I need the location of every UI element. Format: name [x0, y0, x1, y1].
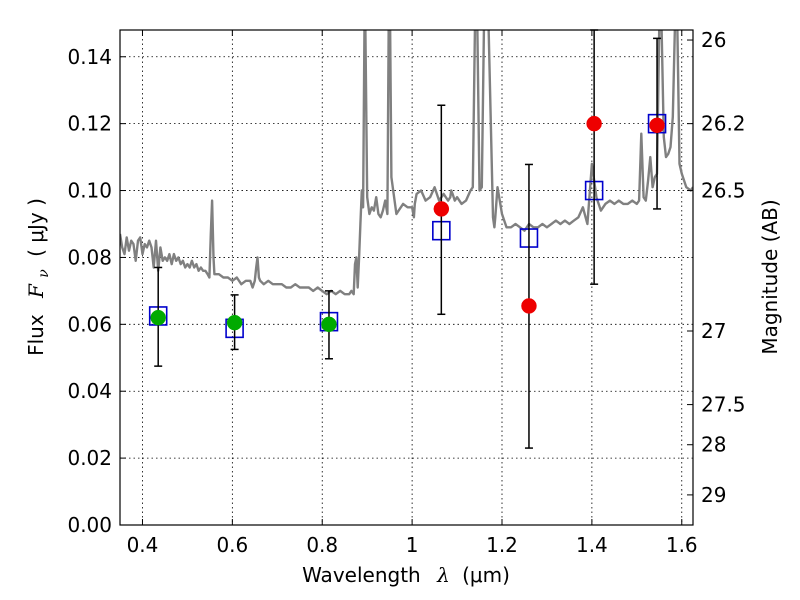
y-tick-label: 0.12: [67, 112, 112, 136]
x-axis-label: Wavelength λ (μm): [302, 563, 510, 587]
y-axis-label-subscript: ν: [36, 269, 52, 278]
y-tick-label: 0.06: [67, 312, 112, 336]
y2-tick-label: 27.5: [701, 393, 746, 417]
x-tick-label: 0.4: [127, 533, 159, 557]
x-tick-label: 1: [406, 533, 419, 557]
model-spectrum-line: [120, 30, 693, 296]
x-tick-label: 1.2: [486, 533, 518, 557]
y2-tick-label: 29: [701, 483, 726, 507]
x-tick-label: 1.4: [576, 533, 608, 557]
x-axis-label-text: Wavelength: [302, 563, 421, 587]
optical-data-point: [226, 314, 243, 331]
data-marks-layer: [148, 29, 667, 449]
x-axis-label-symbol: λ: [436, 563, 450, 587]
y-axis-label-unit: ( μJy ): [24, 198, 48, 257]
y2-axis-label: Magnitude (AB): [758, 199, 782, 354]
x-tick-label: 1.6: [666, 533, 698, 557]
grid: [120, 30, 693, 526]
optical-data-point: [150, 309, 166, 326]
y-axis-label-text: Flux: [24, 314, 48, 356]
x-axis-label-unit: (μm): [462, 563, 510, 587]
nir-data-point: [433, 201, 450, 217]
nir-data-point: [521, 298, 537, 314]
nir-data-point: [649, 117, 665, 134]
y-tick-label: 0.02: [67, 446, 112, 470]
y-tick-label: 0.04: [67, 379, 112, 403]
plot-frame: [119, 29, 694, 526]
y2-tick-label: 26.2: [701, 112, 746, 136]
y-axis-label-symbol: F: [24, 283, 48, 299]
x-tick-label: 0.6: [216, 533, 248, 557]
optical-data-point: [321, 316, 337, 333]
y-tick-label: 0.14: [67, 45, 112, 69]
model-spectrum-layer: [120, 30, 693, 296]
y-tick-label: 0.00: [67, 513, 112, 537]
y2-tick-label: 26.5: [701, 179, 746, 203]
y2-tick-label: 27: [701, 319, 726, 343]
y2-tick-label: 28: [701, 433, 726, 457]
y-tick-label: 0.10: [67, 179, 112, 203]
axes: 0.4 0.6 0.8 1 1.2 1.4 1.6 0.00 0.02 0.04 0.06 0.08 0…: [67, 28, 745, 557]
y-tick-label: 0.08: [67, 245, 112, 269]
x-tick-label: 0.8: [306, 533, 338, 557]
y2-tick-label: 26: [701, 28, 726, 52]
nir-data-point: [586, 115, 602, 132]
y-axis-label: Flux F ν ( μJy ): [24, 198, 53, 356]
